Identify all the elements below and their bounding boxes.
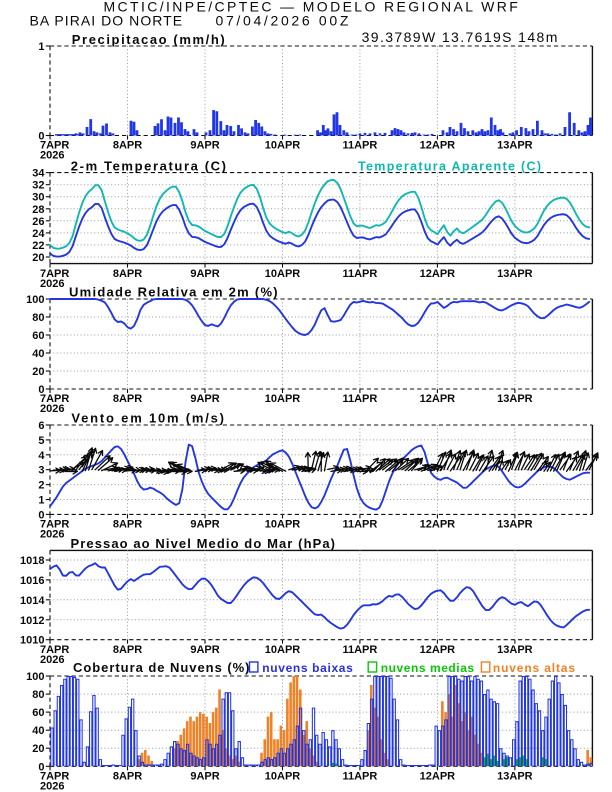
svg-text:2-m Temperatura (C): 2-m Temperatura (C): [71, 158, 226, 173]
svg-text:10APR: 10APR: [265, 268, 301, 280]
svg-text:80: 80: [32, 689, 44, 701]
svg-text:Cobertura de Nuvens (%): Cobertura de Nuvens (%): [73, 660, 250, 675]
svg-text:20: 20: [32, 743, 44, 755]
svg-text:28: 28: [32, 204, 44, 216]
svg-text:nuvens medias: nuvens medias: [381, 661, 475, 675]
svg-text:10APR: 10APR: [265, 140, 301, 152]
svg-text:1010: 1010: [20, 635, 44, 647]
svg-text:1014: 1014: [20, 595, 45, 607]
svg-text:9APR: 9APR: [190, 268, 219, 280]
svg-text:7APR: 7APR: [40, 268, 69, 280]
svg-text:0: 0: [38, 131, 44, 143]
svg-text:11APR: 11APR: [342, 393, 377, 405]
svg-text:0: 0: [38, 761, 44, 773]
svg-text:1016: 1016: [20, 575, 44, 587]
svg-text:39.3789W 13.7619S 148m: 39.3789W 13.7619S 148m: [362, 29, 558, 45]
svg-text:100: 100: [26, 671, 44, 683]
svg-text:7APR: 7APR: [40, 519, 69, 531]
svg-text:26: 26: [32, 216, 44, 228]
svg-text:7APR: 7APR: [40, 771, 69, 783]
svg-text:0: 0: [38, 509, 44, 521]
svg-text:9APR: 9APR: [190, 771, 219, 783]
svg-text:2026: 2026: [40, 150, 64, 162]
svg-text:10APR: 10APR: [265, 519, 301, 531]
svg-text:12APR: 12APR: [420, 393, 456, 405]
svg-text:9APR: 9APR: [190, 140, 219, 152]
svg-text:40: 40: [32, 348, 44, 360]
svg-text:2: 2: [38, 480, 44, 492]
svg-text:1: 1: [38, 41, 44, 53]
svg-text:32: 32: [32, 180, 44, 192]
svg-text:8APR: 8APR: [113, 140, 142, 152]
svg-text:60: 60: [32, 707, 44, 719]
svg-text:12APR: 12APR: [420, 771, 456, 783]
svg-text:2026: 2026: [40, 278, 64, 290]
svg-text:9APR: 9APR: [190, 393, 219, 405]
svg-text:12APR: 12APR: [420, 140, 456, 152]
svg-text:1: 1: [38, 495, 44, 507]
svg-text:12APR: 12APR: [420, 519, 456, 531]
svg-text:11APR: 11APR: [342, 140, 377, 152]
svg-text:BA PIRAI DO NORTE: BA PIRAI DO NORTE: [30, 12, 183, 28]
svg-text:nuvens altas: nuvens altas: [493, 661, 575, 675]
svg-text:13APR: 13APR: [497, 519, 533, 531]
svg-text:6: 6: [38, 420, 44, 432]
svg-text:8APR: 8APR: [113, 519, 142, 531]
svg-text:9APR: 9APR: [190, 519, 219, 531]
svg-text:13APR: 13APR: [497, 393, 533, 405]
svg-text:7APR: 7APR: [40, 644, 69, 656]
svg-text:100: 100: [26, 294, 44, 306]
svg-text:4: 4: [38, 450, 45, 462]
svg-text:30: 30: [32, 192, 44, 204]
svg-text:2026: 2026: [40, 403, 64, 415]
svg-text:13APR: 13APR: [497, 771, 533, 783]
svg-text:07/04/2026 00Z: 07/04/2026 00Z: [216, 12, 349, 28]
svg-text:13APR: 13APR: [497, 268, 533, 280]
svg-text:40: 40: [32, 725, 44, 737]
svg-text:0: 0: [38, 384, 44, 396]
svg-text:10APR: 10APR: [265, 771, 301, 783]
svg-text:5: 5: [38, 435, 44, 447]
svg-text:7APR: 7APR: [40, 140, 69, 152]
svg-text:22: 22: [32, 240, 44, 252]
svg-text:3: 3: [38, 465, 44, 477]
svg-text:24: 24: [32, 228, 45, 240]
svg-text:11APR: 11APR: [342, 644, 377, 656]
svg-text:20: 20: [32, 366, 44, 378]
svg-text:20: 20: [32, 252, 44, 264]
svg-text:8APR: 8APR: [113, 644, 142, 656]
svg-text:80: 80: [32, 312, 44, 324]
svg-text:8APR: 8APR: [113, 771, 142, 783]
svg-text:7APR: 7APR: [40, 393, 69, 405]
svg-text:10APR: 10APR: [265, 393, 301, 405]
svg-text:13APR: 13APR: [497, 140, 533, 152]
svg-text:2026: 2026: [40, 529, 64, 541]
svg-text:11APR: 11APR: [342, 268, 377, 280]
svg-text:11APR: 11APR: [342, 519, 377, 531]
svg-text:2026: 2026: [40, 781, 64, 792]
svg-text:12APR: 12APR: [420, 644, 456, 656]
svg-text:nuvens baixas: nuvens baixas: [262, 661, 353, 675]
svg-text:Temperatura Aparente (C): Temperatura Aparente (C): [358, 159, 541, 173]
svg-text:10APR: 10APR: [265, 644, 301, 656]
svg-text:9APR: 9APR: [190, 644, 219, 656]
svg-text:1012: 1012: [20, 615, 44, 627]
svg-text:60: 60: [32, 330, 44, 342]
svg-text:12APR: 12APR: [420, 268, 456, 280]
svg-text:11APR: 11APR: [342, 771, 377, 783]
svg-text:13APR: 13APR: [497, 644, 533, 656]
svg-text:8APR: 8APR: [113, 393, 142, 405]
svg-text:2026: 2026: [40, 654, 64, 666]
svg-text:34: 34: [32, 168, 45, 180]
svg-text:Precipitacao (mm/h): Precipitacao (mm/h): [72, 32, 225, 47]
svg-text:1018: 1018: [20, 555, 44, 567]
svg-text:Umidade Relativa em 2m (%): Umidade Relativa em 2m (%): [69, 284, 278, 299]
svg-text:8APR: 8APR: [113, 268, 142, 280]
svg-text:Pressao ao Nivel Medio do Mar: Pressao ao Nivel Medio do Mar (hPa): [71, 536, 336, 551]
